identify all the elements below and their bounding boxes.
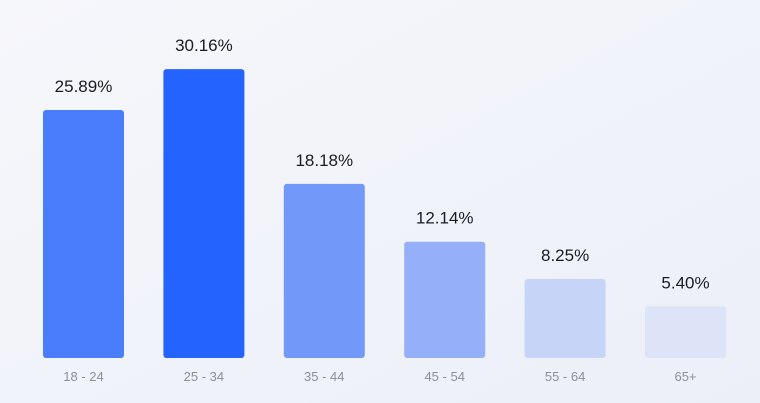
category-label: 45 - 54	[424, 369, 464, 384]
value-label: 25.89%	[55, 77, 113, 96]
category-label: 55 - 64	[545, 369, 585, 384]
bar	[163, 69, 245, 358]
category-label: 18 - 24	[63, 369, 103, 384]
bar	[524, 278, 606, 358]
value-label: 8.25%	[541, 246, 589, 265]
value-label: 18.18%	[295, 151, 353, 170]
category-label: 65+	[674, 369, 696, 384]
bar	[645, 306, 726, 358]
bar	[404, 241, 486, 358]
category-label: 35 - 44	[304, 369, 344, 384]
bar	[43, 109, 124, 358]
value-label: 12.14%	[416, 209, 474, 228]
bar	[283, 183, 365, 358]
value-label: 30.16%	[175, 36, 233, 55]
category-label: 25 - 34	[184, 369, 224, 384]
value-label: 5.40%	[661, 273, 709, 292]
